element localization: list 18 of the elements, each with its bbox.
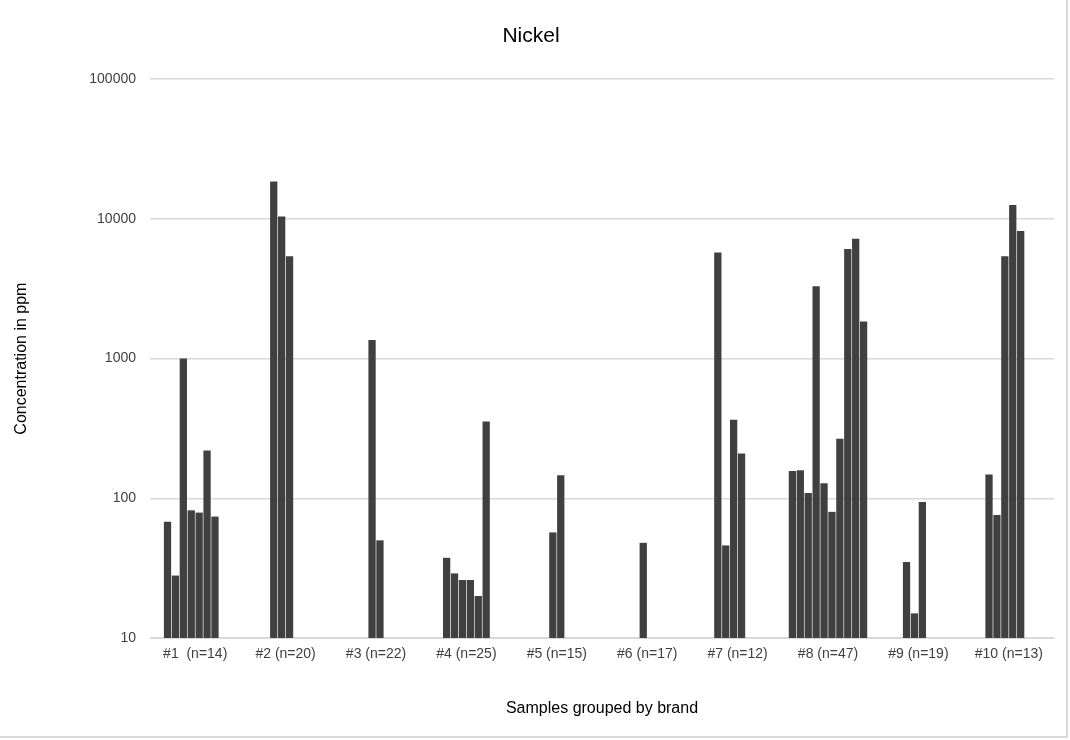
- y-tick-label: 1000: [104, 349, 137, 366]
- x-tick-label: #7 (n=12): [707, 645, 768, 662]
- x-tick-label: #2 (n=20): [255, 645, 316, 662]
- x-tick-label: #4 (n=25): [436, 645, 497, 662]
- x-tick-label: #9 (n=19): [888, 645, 949, 662]
- x-tick-label: #10 (n=13): [974, 645, 1043, 662]
- y-tick-label: 10000: [97, 209, 137, 226]
- x-tick-label: #6 (n=17): [617, 645, 678, 662]
- x-tick-label: #5 (n=15): [526, 645, 587, 662]
- y-axis-title: Concentration in ppm: [12, 282, 30, 435]
- y-tick-label: 10: [120, 628, 137, 645]
- chart-title: Nickel: [502, 23, 560, 47]
- x-axis-title: Samples grouped by brand: [505, 698, 699, 716]
- y-tick-label: 100000: [89, 70, 137, 87]
- y-tick-label: 100: [112, 489, 137, 506]
- x-tick-label: #3 (n=22): [345, 645, 407, 662]
- x-tick-label: #8 (n=47): [797, 645, 859, 662]
- x-tick-label: #1 (n=14): [163, 645, 228, 662]
